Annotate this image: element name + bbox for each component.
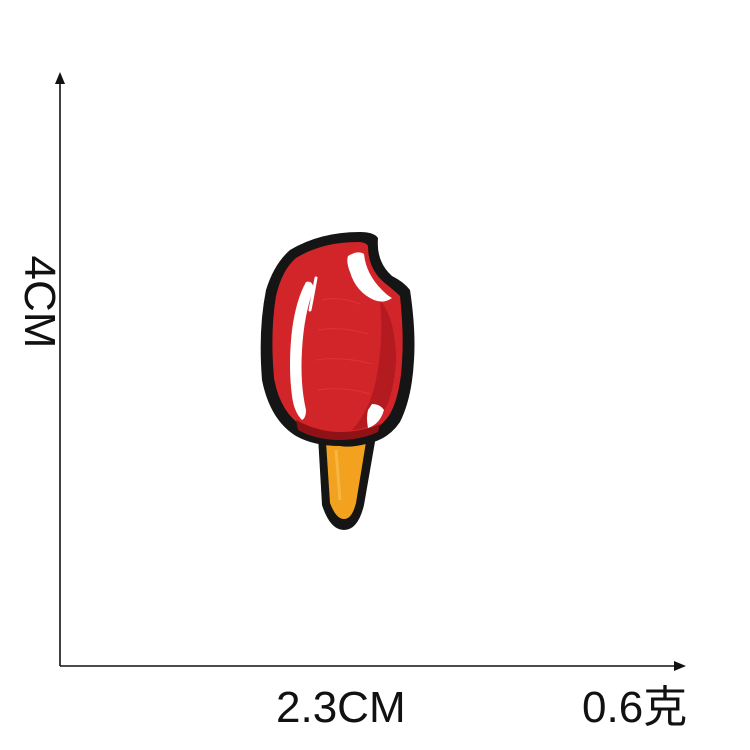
width-label: 2.3CM <box>276 683 406 732</box>
weight-label: 0.6克 <box>582 683 688 732</box>
side-highlight <box>290 281 314 420</box>
width-axis <box>60 661 686 671</box>
popsicle-patch <box>260 232 415 530</box>
height-axis <box>55 72 65 666</box>
bite-highlight <box>347 252 392 302</box>
height-label: 4CM <box>15 255 64 349</box>
